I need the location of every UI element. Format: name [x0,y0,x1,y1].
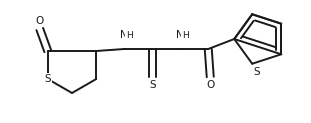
Text: S: S [253,67,259,77]
Text: N: N [176,30,184,40]
Text: H: H [182,31,189,40]
Text: O: O [206,80,214,90]
Text: H: H [126,31,132,40]
Text: S: S [44,74,51,84]
Text: O: O [36,16,44,26]
Text: N: N [120,30,128,40]
Text: S: S [149,80,156,90]
